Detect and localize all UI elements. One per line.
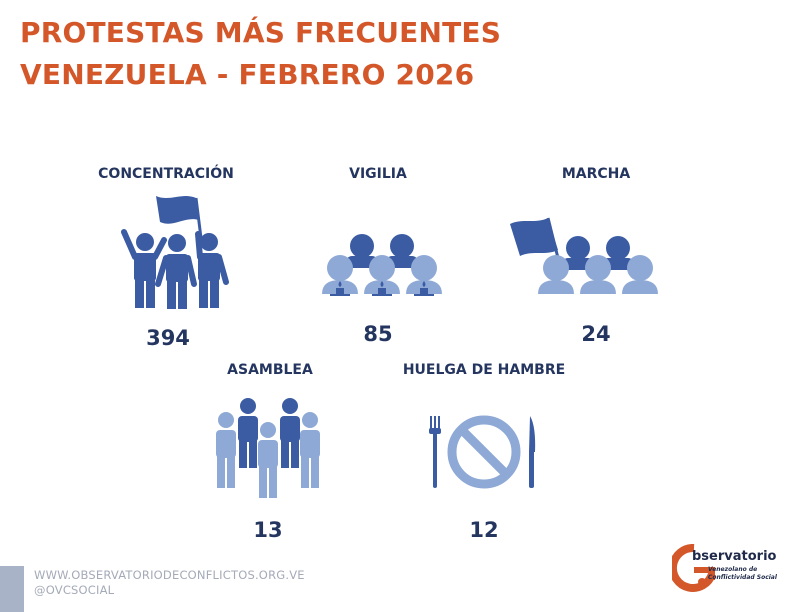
category-value-marcha: 24 [581,322,611,346]
logo-subtitle-1: Venezolano de [708,566,758,573]
category-value-asamblea: 13 [253,518,283,542]
march-flag-icon [510,217,658,294]
category-label-marcha: MARCHA [561,166,631,182]
category-value-vigilia: 85 [363,322,393,346]
footer-social-handle[interactable]: @OVCSOCIAL [34,583,115,597]
category-label-concentracion: CONCENTRACIÓN [98,166,234,182]
protest-crowd-icon [121,196,229,309]
footer-text: WWW.OBSERVATORIODECONFLICTOS.ORG.VE @OVC… [34,568,305,598]
logo-subtitle-2: Conflictividad Social [708,574,777,581]
no-food-icon [429,415,536,489]
page-title: PROTESTAS MÁS FRECUENTES VENEZUELA - FEB… [20,12,501,96]
title-line-2: VENEZUELA - FEBRERO 2026 [20,58,475,91]
category-label-huelga-de-hambre: HUELGA DE HAMBRE [402,362,566,378]
assembly-people-icon [216,398,320,498]
category-label-vigilia: VIGILIA [349,166,407,182]
logo-title: bservatorio [692,549,777,564]
ovcs-logo-mark-icon [672,544,716,592]
category-label-asamblea: ASAMBLEA [227,362,313,378]
category-value-concentracion: 394 [146,326,190,350]
footer-website-link[interactable]: WWW.OBSERVATORIODECONFLICTOS.ORG.VE [34,568,305,582]
title-line-1: PROTESTAS MÁS FRECUENTES [20,16,502,49]
category-value-huelga-de-hambre: 12 [469,518,499,542]
candle-vigil-icon [322,234,442,296]
footer-accent-box [0,566,24,612]
ovcs-logo: bservatorio Venezolano de Conflictividad… [672,544,784,594]
